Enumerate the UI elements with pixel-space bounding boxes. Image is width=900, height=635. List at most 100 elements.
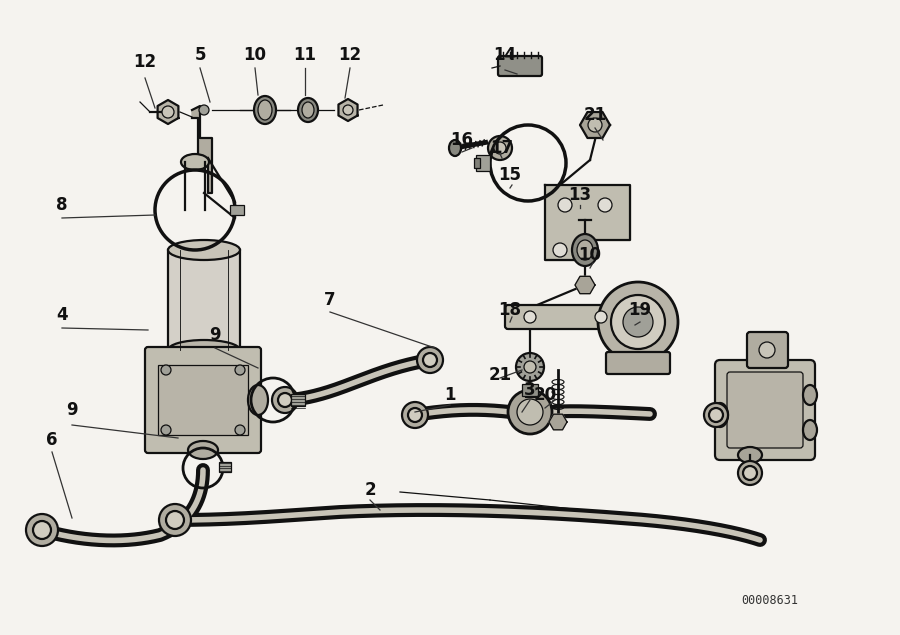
Circle shape bbox=[417, 347, 443, 373]
Text: 21: 21 bbox=[583, 106, 607, 124]
Text: 19: 19 bbox=[628, 301, 652, 319]
FancyBboxPatch shape bbox=[606, 352, 670, 374]
Bar bbox=[291, 394, 305, 406]
Circle shape bbox=[623, 307, 653, 337]
Circle shape bbox=[588, 118, 602, 132]
Text: 16: 16 bbox=[451, 131, 473, 149]
Text: 9: 9 bbox=[67, 401, 77, 419]
Bar bbox=[168, 250, 240, 350]
Circle shape bbox=[402, 402, 428, 428]
Circle shape bbox=[166, 511, 184, 529]
Circle shape bbox=[704, 403, 728, 427]
FancyBboxPatch shape bbox=[498, 56, 542, 76]
Text: 7: 7 bbox=[324, 291, 336, 309]
Text: 00008631: 00008631 bbox=[742, 594, 798, 606]
Text: 6: 6 bbox=[46, 431, 58, 449]
Circle shape bbox=[611, 295, 665, 349]
Text: 9: 9 bbox=[209, 326, 220, 344]
Text: 14: 14 bbox=[493, 46, 517, 64]
Text: 17: 17 bbox=[491, 139, 514, 157]
Ellipse shape bbox=[168, 240, 240, 260]
Circle shape bbox=[524, 361, 536, 373]
Ellipse shape bbox=[712, 403, 728, 427]
Ellipse shape bbox=[738, 447, 762, 463]
Text: 10: 10 bbox=[579, 246, 601, 264]
Ellipse shape bbox=[302, 102, 314, 118]
Circle shape bbox=[516, 353, 544, 381]
Text: 20: 20 bbox=[534, 386, 556, 404]
Ellipse shape bbox=[258, 100, 272, 120]
Circle shape bbox=[199, 105, 209, 115]
Circle shape bbox=[759, 342, 775, 358]
Ellipse shape bbox=[248, 385, 268, 415]
Circle shape bbox=[343, 105, 353, 115]
Circle shape bbox=[26, 514, 58, 546]
Bar bbox=[474, 158, 480, 168]
Circle shape bbox=[738, 461, 762, 485]
Text: 12: 12 bbox=[338, 46, 362, 64]
Bar bbox=[219, 462, 231, 472]
FancyBboxPatch shape bbox=[505, 305, 626, 329]
FancyBboxPatch shape bbox=[715, 360, 815, 460]
Ellipse shape bbox=[577, 240, 593, 260]
Bar bbox=[230, 205, 244, 215]
FancyBboxPatch shape bbox=[145, 347, 261, 453]
Circle shape bbox=[33, 521, 51, 539]
FancyBboxPatch shape bbox=[747, 332, 788, 368]
Polygon shape bbox=[192, 106, 212, 193]
Circle shape bbox=[161, 365, 171, 375]
Circle shape bbox=[553, 243, 567, 257]
Polygon shape bbox=[158, 100, 178, 124]
Ellipse shape bbox=[181, 154, 209, 170]
Circle shape bbox=[494, 142, 506, 154]
Circle shape bbox=[162, 106, 174, 118]
Ellipse shape bbox=[522, 406, 538, 414]
Polygon shape bbox=[545, 185, 630, 260]
Ellipse shape bbox=[803, 420, 817, 440]
Circle shape bbox=[161, 425, 171, 435]
Polygon shape bbox=[575, 276, 595, 293]
Text: 21: 21 bbox=[489, 366, 511, 384]
Circle shape bbox=[709, 408, 723, 422]
Text: 10: 10 bbox=[244, 46, 266, 64]
Polygon shape bbox=[580, 112, 610, 138]
Polygon shape bbox=[549, 414, 567, 430]
Ellipse shape bbox=[572, 234, 598, 266]
Text: 13: 13 bbox=[569, 186, 591, 204]
Polygon shape bbox=[338, 99, 357, 121]
Circle shape bbox=[272, 387, 298, 413]
Circle shape bbox=[598, 198, 612, 212]
Bar bbox=[522, 384, 538, 396]
Bar bbox=[158, 365, 248, 435]
Text: 1: 1 bbox=[445, 386, 455, 404]
Circle shape bbox=[595, 311, 607, 323]
Circle shape bbox=[235, 365, 245, 375]
Text: 5: 5 bbox=[194, 46, 206, 64]
Circle shape bbox=[517, 399, 543, 425]
Circle shape bbox=[423, 353, 437, 367]
Circle shape bbox=[408, 408, 422, 422]
Circle shape bbox=[159, 504, 191, 536]
Text: 4: 4 bbox=[56, 306, 68, 324]
FancyBboxPatch shape bbox=[727, 372, 803, 448]
Circle shape bbox=[743, 466, 757, 480]
Circle shape bbox=[598, 282, 678, 362]
Ellipse shape bbox=[298, 98, 318, 122]
Text: 18: 18 bbox=[499, 301, 521, 319]
Text: 11: 11 bbox=[293, 46, 317, 64]
Bar bbox=[476, 155, 490, 171]
Ellipse shape bbox=[803, 385, 817, 405]
Circle shape bbox=[488, 136, 512, 160]
Circle shape bbox=[558, 198, 572, 212]
Text: 12: 12 bbox=[133, 53, 157, 71]
Circle shape bbox=[278, 393, 292, 407]
Ellipse shape bbox=[449, 140, 461, 156]
Circle shape bbox=[235, 425, 245, 435]
Circle shape bbox=[508, 390, 552, 434]
Ellipse shape bbox=[168, 340, 240, 360]
Ellipse shape bbox=[254, 96, 276, 124]
Ellipse shape bbox=[188, 441, 218, 459]
Text: 3: 3 bbox=[524, 381, 536, 399]
Text: 15: 15 bbox=[499, 166, 521, 184]
Text: 8: 8 bbox=[56, 196, 68, 214]
